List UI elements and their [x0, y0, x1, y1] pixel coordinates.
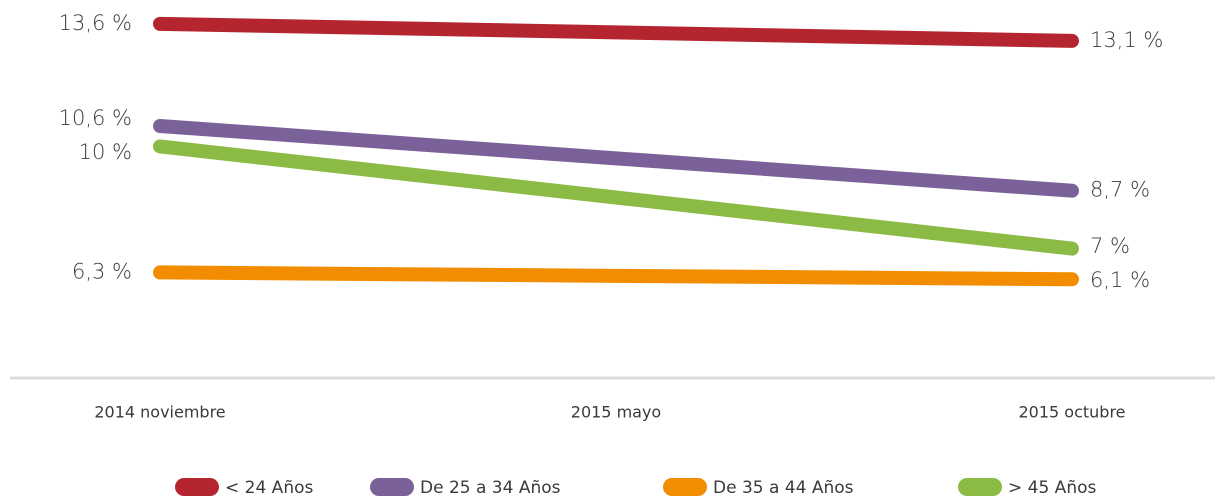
value-label: 6,3 % [72, 259, 132, 283]
x-tick-label: 2014 noviembre [94, 403, 225, 422]
series-line [153, 139, 1079, 256]
legend-label: De 25 a 34 Años [420, 478, 561, 498]
value-label: 6,1 % [1090, 268, 1150, 292]
legend-label: > 45 Años [1008, 478, 1096, 498]
legend-swatch [663, 478, 707, 496]
value-label: 7 % [1090, 234, 1130, 258]
series-line [153, 265, 1079, 287]
legend-label: De 35 a 44 Años [713, 478, 854, 498]
x-tick-label: 2015 mayo [571, 403, 661, 422]
series-line [153, 119, 1079, 198]
value-label: 8,7 % [1090, 178, 1150, 202]
legend-label: < 24 Años [225, 478, 313, 498]
legend-swatch [175, 478, 219, 496]
value-label: 10,6 % [59, 106, 132, 130]
x-tick-label: 2015 octubre [1018, 403, 1125, 422]
series-line [153, 16, 1079, 48]
value-label: 13,6 % [59, 11, 132, 35]
value-label: 13,1 % [1090, 28, 1163, 52]
legend-swatch [958, 478, 1002, 496]
value-label: 10 % [79, 140, 132, 164]
legend-swatch [370, 478, 414, 496]
